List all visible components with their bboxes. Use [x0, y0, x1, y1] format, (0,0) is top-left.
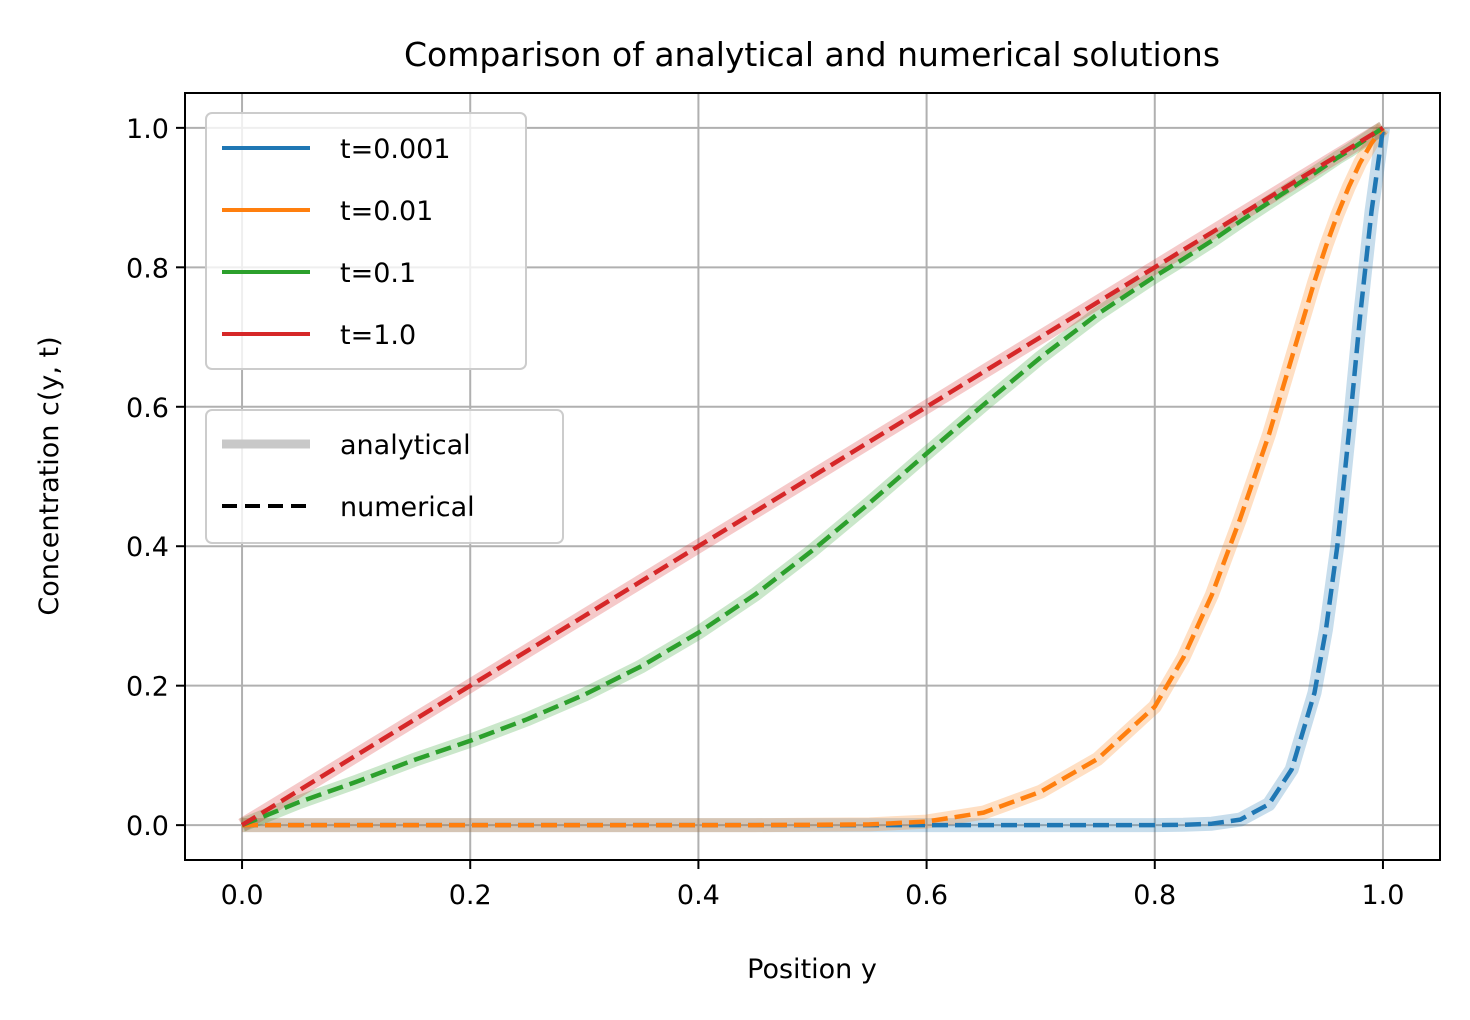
legend-label: analytical: [340, 430, 471, 461]
x-tick-label: 0.2: [449, 880, 492, 911]
legend-box: [205, 112, 527, 370]
y-tick-label: 1.0: [126, 114, 169, 145]
legend-label: t=0.001: [340, 134, 451, 165]
style-legend: analytical numerical: [205, 409, 564, 544]
y-tick-label: 0.0: [126, 811, 169, 842]
x-tick-label: 1.0: [1361, 880, 1404, 911]
y-axis-label: Concentration c(y, t): [34, 336, 65, 615]
y-tick-label: 0.4: [126, 532, 169, 563]
chart-title: Comparison of analytical and numerical s…: [404, 35, 1220, 74]
y-tick-label: 0.2: [126, 672, 169, 703]
y-tick-label: 0.6: [126, 393, 169, 424]
series-legend: t=0.001 t=0.01 t=0.1 t=1.0: [205, 112, 527, 370]
x-tick-label: 0.0: [221, 880, 264, 911]
legend-label: numerical: [340, 492, 475, 523]
plot-frame: [184, 92, 1441, 861]
x-tick-label: 0.8: [1133, 880, 1176, 911]
grid-lines: [185, 93, 1440, 860]
numerical-line-3: [241, 126, 1385, 828]
legend-label: t=1.0: [340, 320, 416, 351]
numerical-line-4: [240, 125, 1385, 828]
legend-label: t=0.1: [340, 258, 416, 289]
numerical-line-2: [242, 126, 1385, 828]
legend-label: t=0.01: [340, 196, 433, 227]
x-axis-label: Position y: [747, 954, 877, 985]
axis-ticks: 0.0 0.2 0.4 0.6 0.8 1.0 0.0 0.2 0.4 0.6 0.8 1.0: [126, 114, 1404, 911]
numerical-curves: [240, 125, 1386, 828]
x-tick-label: 0.6: [905, 880, 948, 911]
y-tick-label: 0.8: [126, 253, 169, 284]
x-tick-label: 0.4: [677, 880, 720, 911]
